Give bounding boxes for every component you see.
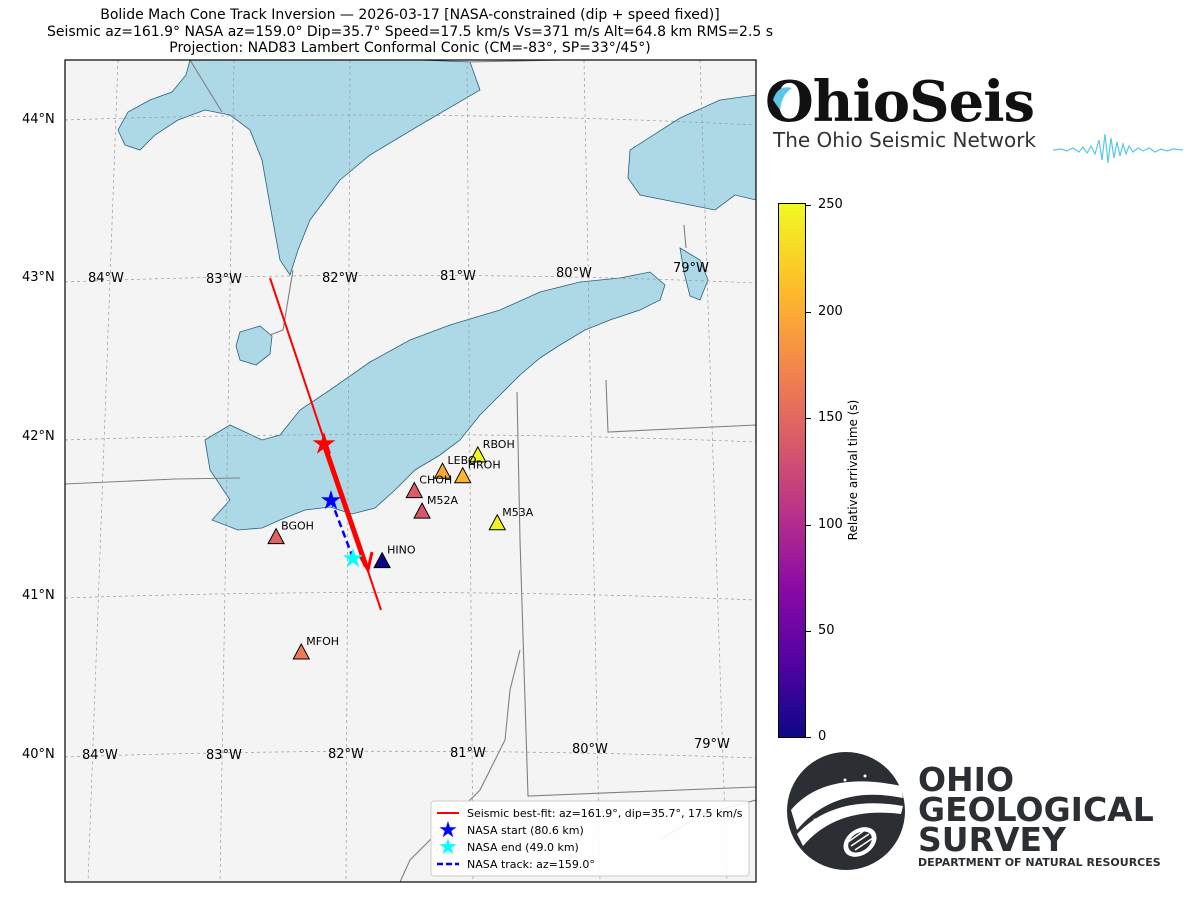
station-marker-m53a: [488, 513, 507, 531]
station-label-m53a: M53A: [502, 506, 533, 519]
seismic-track-arrowhead: [358, 551, 374, 575]
colorbar-tick-150: 150: [818, 410, 843, 425]
seismogram-wave-icon: [1053, 133, 1183, 164]
lon-label-top-79: 79°W: [673, 261, 709, 276]
lon-label-top-83: 83°W: [206, 272, 242, 287]
figure-title: Bolide Mach Cone Track Inversion — 2026-…: [100, 7, 720, 23]
ogs-wordmark-line3: SURVEY: [918, 820, 1066, 859]
legend-nasa-track-label: NASA track: az=159.0°: [467, 858, 595, 871]
ogs-logo: OHIO GEOLOGICAL SURVEY DEPARTMENT OF NAT…: [785, 750, 1185, 880]
station-marker-mfoh: [292, 642, 311, 660]
ogs-department-label: DEPARTMENT OF NATURAL RESOURCES: [918, 856, 1161, 869]
colorbar-tick-mark: [806, 525, 811, 526]
colorbar-tick-200: 200: [818, 304, 843, 319]
lon-label-bottom-84: 84°W: [82, 748, 118, 763]
lon-label-top-80: 80°W: [556, 266, 592, 281]
colorbar-label: Relative arrival time (s): [846, 399, 860, 541]
figure-subtitle-parameters: Seismic az=161.9° NASA az=159.0° Dip=35.…: [46, 24, 774, 40]
station-label-m52a: M52A: [427, 494, 458, 507]
lon-label-bottom-79: 79°W: [694, 737, 730, 752]
legend-seismic-label: Seismic best-fit: az=161.9°, dip=35.7°, …: [467, 807, 743, 820]
lake-ontario: [679, 247, 709, 301]
lon-label-bottom-81: 81°W: [450, 746, 486, 761]
station-marker-choh: [405, 481, 424, 499]
station-label-choh: CHOH: [419, 474, 452, 487]
ohioseis-wordmark: OhioSeis: [765, 69, 1035, 135]
legend-nasa-start-swatch: [439, 821, 457, 838]
station-marker-hino: [373, 551, 391, 569]
lon-label-bottom-80: 80°W: [572, 742, 608, 757]
colorbar-tick-50: 50: [818, 623, 835, 638]
colorbar: [778, 203, 806, 738]
figure-subtitle-projection: Projection: NAD83 Lambert Conformal Coni…: [169, 40, 651, 56]
lon-label-top-82: 82°W: [322, 271, 358, 286]
map-frame: [64, 59, 757, 883]
lat-label-42: 42°N: [22, 429, 55, 444]
seismic-track-segment: [321, 443, 369, 567]
colorbar-tick-mark: [806, 737, 811, 738]
legend: Seismic best-fit: az=161.9°, dip=35.7°, …: [430, 800, 750, 877]
lat-label-41: 41°N: [22, 588, 55, 603]
legend-nasa-end-label: NASA end (49.0 km): [467, 841, 579, 854]
lon-label-bottom-82: 82°W: [328, 747, 364, 762]
nasa-start-star: [321, 490, 341, 510]
colorbar-tick-0: 0: [818, 729, 827, 744]
graticule: [65, 60, 756, 882]
legend-nasa-end-swatch: [439, 838, 457, 855]
seismic-start-star: [312, 432, 336, 454]
station-marker-lebo: [433, 462, 452, 479]
legend-nasa-start-label: NASA start (80.6 km): [467, 824, 584, 837]
nasa-end-star: [343, 548, 363, 568]
station-label-mfoh: MFOH: [306, 635, 339, 648]
colorbar-tick-250: 250: [818, 197, 843, 212]
lake-huron: [117, 60, 481, 276]
station-marker-bgoh: [267, 527, 285, 545]
station-marker-rboh: [468, 445, 487, 463]
station-label-hroh: HROH: [468, 459, 501, 472]
colorbar-tick-mark: [806, 205, 811, 206]
lake-erie: [204, 271, 666, 531]
lat-label-44: 44°N: [22, 112, 55, 127]
lat-label-43: 43°N: [22, 270, 55, 285]
colorbar-tick-mark: [806, 418, 811, 419]
ohioseis-o-swoosh-icon: [773, 87, 792, 110]
ogs-wordmark-line2: GEOLOGICAL: [918, 790, 1154, 829]
legend-box: [430, 800, 750, 877]
colorbar-tick-mark: [806, 312, 811, 313]
ogs-seal-icon: [787, 752, 905, 870]
georgian-bay: [627, 94, 756, 211]
lon-label-top-84: 84°W: [88, 271, 124, 286]
lat-label-40: 40°N: [22, 747, 55, 762]
station-label-hino: HINO: [387, 544, 416, 557]
lon-label-top-81: 81°W: [440, 269, 476, 284]
station-label-bgoh: BGOH: [281, 520, 314, 533]
station-marker-hroh: [453, 466, 472, 484]
ohioseis-subtitle: The Ohio Seismic Network: [773, 128, 1036, 152]
ogs-wordmark-line1: OHIO: [918, 760, 1015, 799]
station-marker-m52a: [413, 502, 431, 519]
colorbar-tick-100: 100: [818, 517, 843, 532]
ohioseis-logo: OhioSeis The Ohio Seismic Network: [765, 70, 1185, 170]
station-label-lebo: LEBO: [448, 454, 477, 467]
station-label-rboh: RBOH: [483, 438, 515, 451]
lake-st-clair: [235, 325, 273, 366]
lon-label-bottom-83: 83°W: [206, 748, 242, 763]
colorbar-tick-mark: [806, 631, 811, 632]
